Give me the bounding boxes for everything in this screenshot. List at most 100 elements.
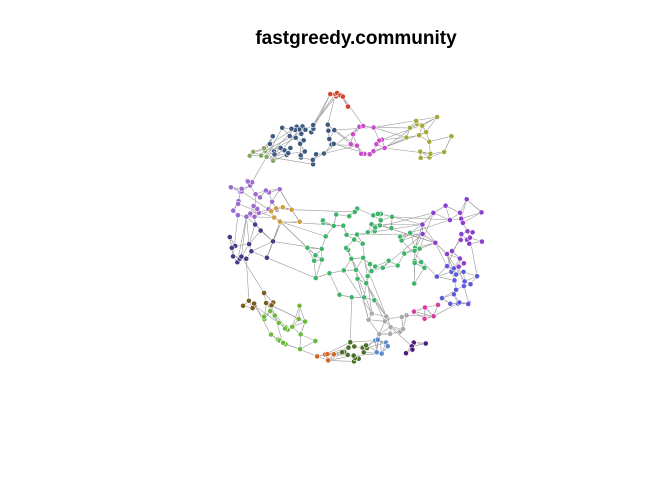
edge	[390, 326, 413, 347]
edge	[406, 315, 434, 317]
node-c13	[261, 313, 267, 320]
edge	[343, 270, 373, 314]
edge	[241, 256, 265, 294]
edge	[433, 212, 451, 221]
node-c8	[312, 252, 319, 259]
node-c9	[430, 209, 437, 216]
node-c8	[318, 256, 325, 263]
edge	[237, 216, 247, 263]
node-c7	[271, 214, 278, 221]
edge	[248, 224, 256, 245]
node-c11	[465, 301, 472, 307]
node-c3	[360, 123, 367, 129]
edge	[342, 96, 364, 127]
edge	[374, 300, 387, 317]
node-c12	[268, 302, 275, 309]
node-c8	[398, 237, 405, 244]
node-c11	[433, 273, 440, 280]
node-c10	[248, 248, 255, 255]
node-c11	[450, 265, 457, 272]
node-c13	[297, 331, 304, 338]
node-c13	[302, 318, 308, 325]
node-c3	[347, 141, 354, 148]
edge	[241, 216, 247, 257]
node-c11	[460, 268, 467, 275]
node-c17	[373, 349, 380, 356]
node-c15	[350, 352, 357, 359]
node-c9	[449, 248, 455, 254]
node-c11	[467, 281, 474, 288]
edge	[266, 257, 316, 279]
node-c2	[292, 134, 299, 141]
node-c11	[451, 277, 458, 284]
node-c8	[418, 259, 425, 265]
edge	[368, 319, 380, 335]
edge	[350, 297, 352, 343]
node-c8	[371, 297, 378, 304]
node-c5	[270, 157, 276, 164]
edge	[351, 258, 373, 314]
node-c6	[243, 213, 250, 220]
node-c10	[252, 221, 258, 228]
node-c8	[343, 245, 349, 251]
node-c8	[379, 264, 386, 271]
node-c12	[240, 302, 246, 309]
node-c9	[460, 260, 467, 267]
node-c4	[419, 122, 426, 129]
edge	[443, 136, 452, 153]
edge	[266, 127, 283, 158]
node-c17	[374, 336, 381, 343]
edge	[357, 208, 374, 216]
node-c8	[421, 264, 428, 271]
edge	[323, 126, 360, 154]
node-c2	[309, 156, 316, 163]
node-c9	[432, 239, 439, 246]
edge	[391, 216, 450, 221]
node-c5	[250, 148, 257, 155]
node-c4	[417, 154, 424, 161]
node-c8	[407, 229, 414, 236]
edge	[362, 257, 387, 317]
node-c13	[297, 346, 303, 352]
node-c11	[447, 300, 454, 307]
node-c15	[363, 342, 369, 349]
node-c2	[285, 150, 292, 156]
edge	[462, 212, 482, 224]
node-c10	[243, 255, 250, 262]
node-c7	[268, 208, 275, 215]
node-c14	[368, 310, 375, 317]
node-c2	[325, 127, 332, 134]
node-c6	[251, 213, 258, 220]
node-c8	[372, 263, 379, 270]
node-c8	[363, 280, 370, 287]
node-c16	[324, 351, 331, 357]
node-c8	[354, 275, 361, 282]
node-c4	[426, 138, 433, 145]
node-c2	[301, 148, 308, 155]
edge	[446, 253, 452, 272]
node-c4	[427, 150, 434, 157]
node-c13	[312, 338, 319, 344]
node-c13	[267, 308, 274, 314]
node-c8	[359, 240, 366, 247]
node-c13	[296, 302, 303, 309]
node-c9	[466, 234, 473, 241]
node-c6	[262, 187, 269, 194]
node-c11	[474, 273, 480, 280]
edge	[422, 224, 436, 243]
edge	[279, 221, 316, 256]
node-c9	[419, 231, 426, 237]
edge	[251, 241, 274, 252]
node-c6	[247, 210, 254, 217]
node-c2	[286, 133, 293, 139]
edge	[246, 258, 250, 301]
node-c2	[313, 151, 319, 158]
node-c6	[230, 207, 237, 214]
edge	[413, 311, 434, 317]
node-c9	[457, 209, 463, 216]
edge	[425, 116, 438, 133]
node-c8	[385, 257, 392, 264]
node-c2	[279, 124, 286, 131]
node-c8	[411, 260, 418, 266]
node-c8	[361, 294, 368, 301]
